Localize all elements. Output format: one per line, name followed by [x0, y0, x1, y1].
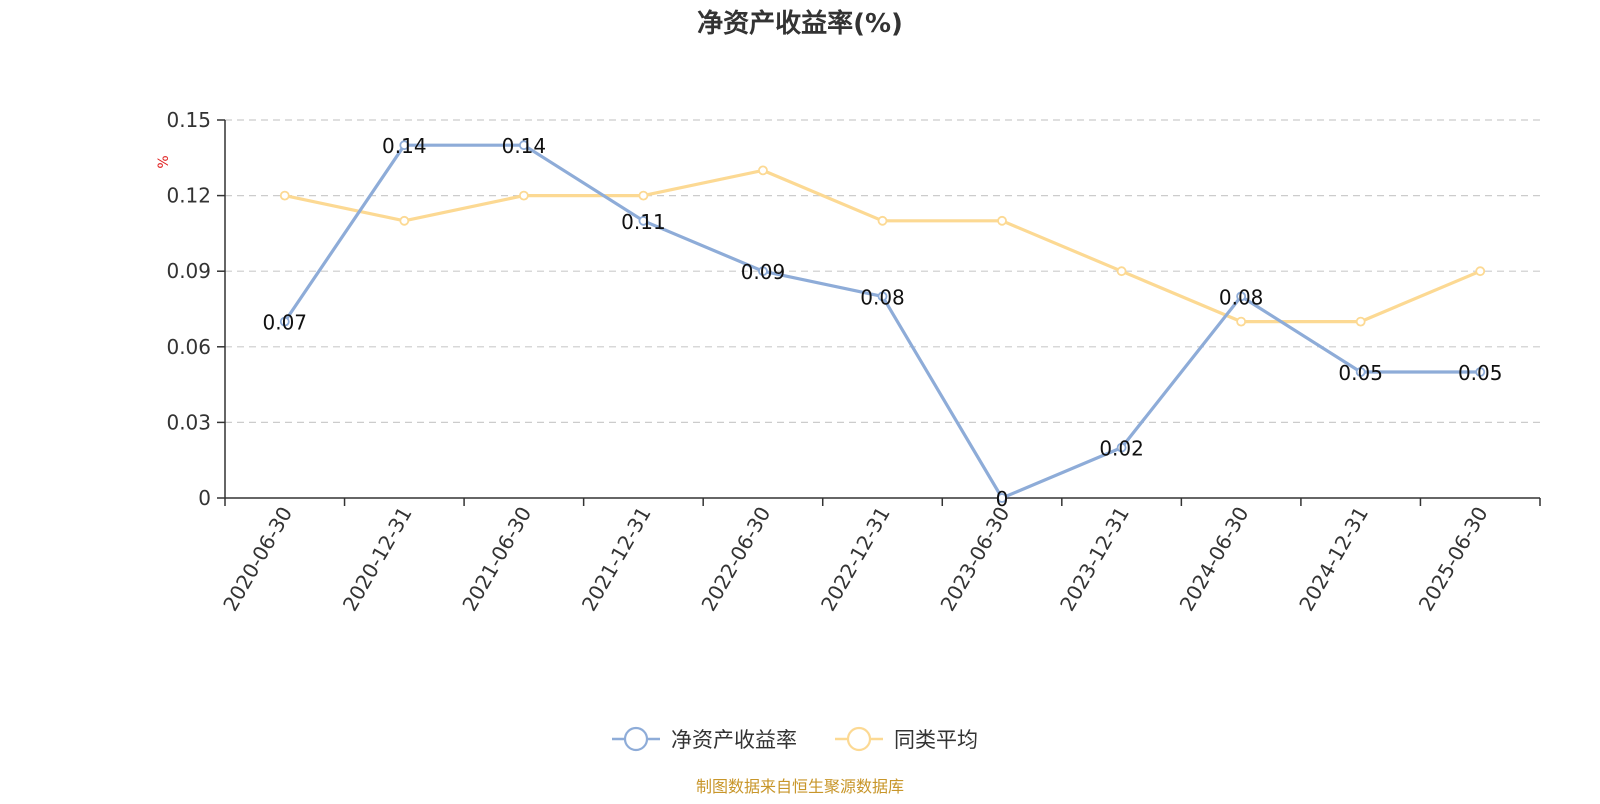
y-tick-label: 0.15 [166, 108, 211, 132]
legend-marker [846, 726, 872, 752]
data-label: 0.11 [621, 210, 666, 234]
data-point [638, 215, 649, 226]
data-point [279, 190, 290, 201]
y-tick-label: 0.03 [166, 410, 211, 434]
data-point [279, 316, 290, 327]
data-label: 0.02 [1099, 437, 1144, 461]
data-point [758, 165, 768, 176]
y-tick-label: 0.06 [166, 335, 211, 359]
chart-title: 净资产收益率(%) [697, 8, 903, 39]
data-point [1355, 367, 1366, 377]
data-point [399, 215, 410, 226]
data-point [1475, 266, 1486, 277]
y-tick-label: 0.09 [166, 259, 211, 283]
data-point [1116, 266, 1127, 277]
data-point [1236, 316, 1247, 327]
data-label: 0.07 [263, 311, 308, 335]
legend-label: 净资产收益率 [671, 728, 797, 752]
data-point [1355, 316, 1366, 327]
data-label: 0 [996, 487, 1009, 511]
data-label: 0.08 [860, 285, 905, 309]
x-tick-label: 2022-12-31 [816, 503, 895, 616]
legend-item: 同类平均 [835, 726, 978, 752]
y-tick-label: 0 [198, 486, 211, 510]
data-label: 0.05 [1338, 361, 1383, 385]
x-tick-label: 2024-06-30 [1175, 503, 1254, 616]
data-label: 0.14 [382, 134, 427, 158]
data-point [877, 291, 888, 302]
data-point [1475, 367, 1486, 377]
data-labels: 0.07 0.14 0.14 0.11 0.09 0.08 0 0.02 0.08 0.05 0.0… [263, 134, 1503, 511]
y-axis-unit-label: % [156, 155, 172, 168]
x-tick-label: 2020-12-31 [338, 503, 417, 616]
axes: 0 0.03 0.06 0.09 0.12 0.15 2020-06-30 2020-12-3… [166, 108, 1541, 616]
x-tick-label: 2021-12-31 [577, 503, 656, 616]
data-label: 0.14 [502, 134, 547, 158]
data-point [638, 190, 649, 201]
legend-item: 净资产收益率 [612, 726, 797, 752]
data-point [997, 215, 1007, 226]
series-lines [279, 140, 1486, 503]
data-point [997, 493, 1007, 503]
data-point [518, 140, 529, 151]
data-point [399, 140, 410, 151]
x-tick-label: 2024-12-31 [1294, 503, 1373, 616]
data-label: 0.08 [1219, 285, 1264, 309]
x-tick-label: 2020-06-30 [218, 503, 297, 616]
y-tick-label: 0.12 [166, 184, 211, 208]
legend-marker [623, 726, 649, 752]
data-label: 0.09 [741, 260, 786, 284]
x-tick-label: 2023-06-30 [935, 503, 1014, 616]
x-tick-label: 2022-06-30 [696, 503, 775, 616]
data-point [1236, 291, 1247, 302]
x-tick-label: 2023-12-31 [1055, 503, 1134, 616]
x-tick-label: 2025-06-30 [1414, 503, 1493, 616]
data-point [758, 266, 768, 277]
legend: 净资产收益率 同类平均 [612, 726, 978, 752]
legend-label: 同类平均 [894, 728, 978, 752]
data-label: 0.05 [1458, 361, 1503, 385]
data-point [877, 215, 888, 226]
source-note: 制图数据来自恒生聚源数据库 [696, 777, 904, 796]
data-point [518, 190, 529, 201]
x-tick-label: 2021-06-30 [457, 503, 536, 616]
data-point [1116, 442, 1127, 453]
